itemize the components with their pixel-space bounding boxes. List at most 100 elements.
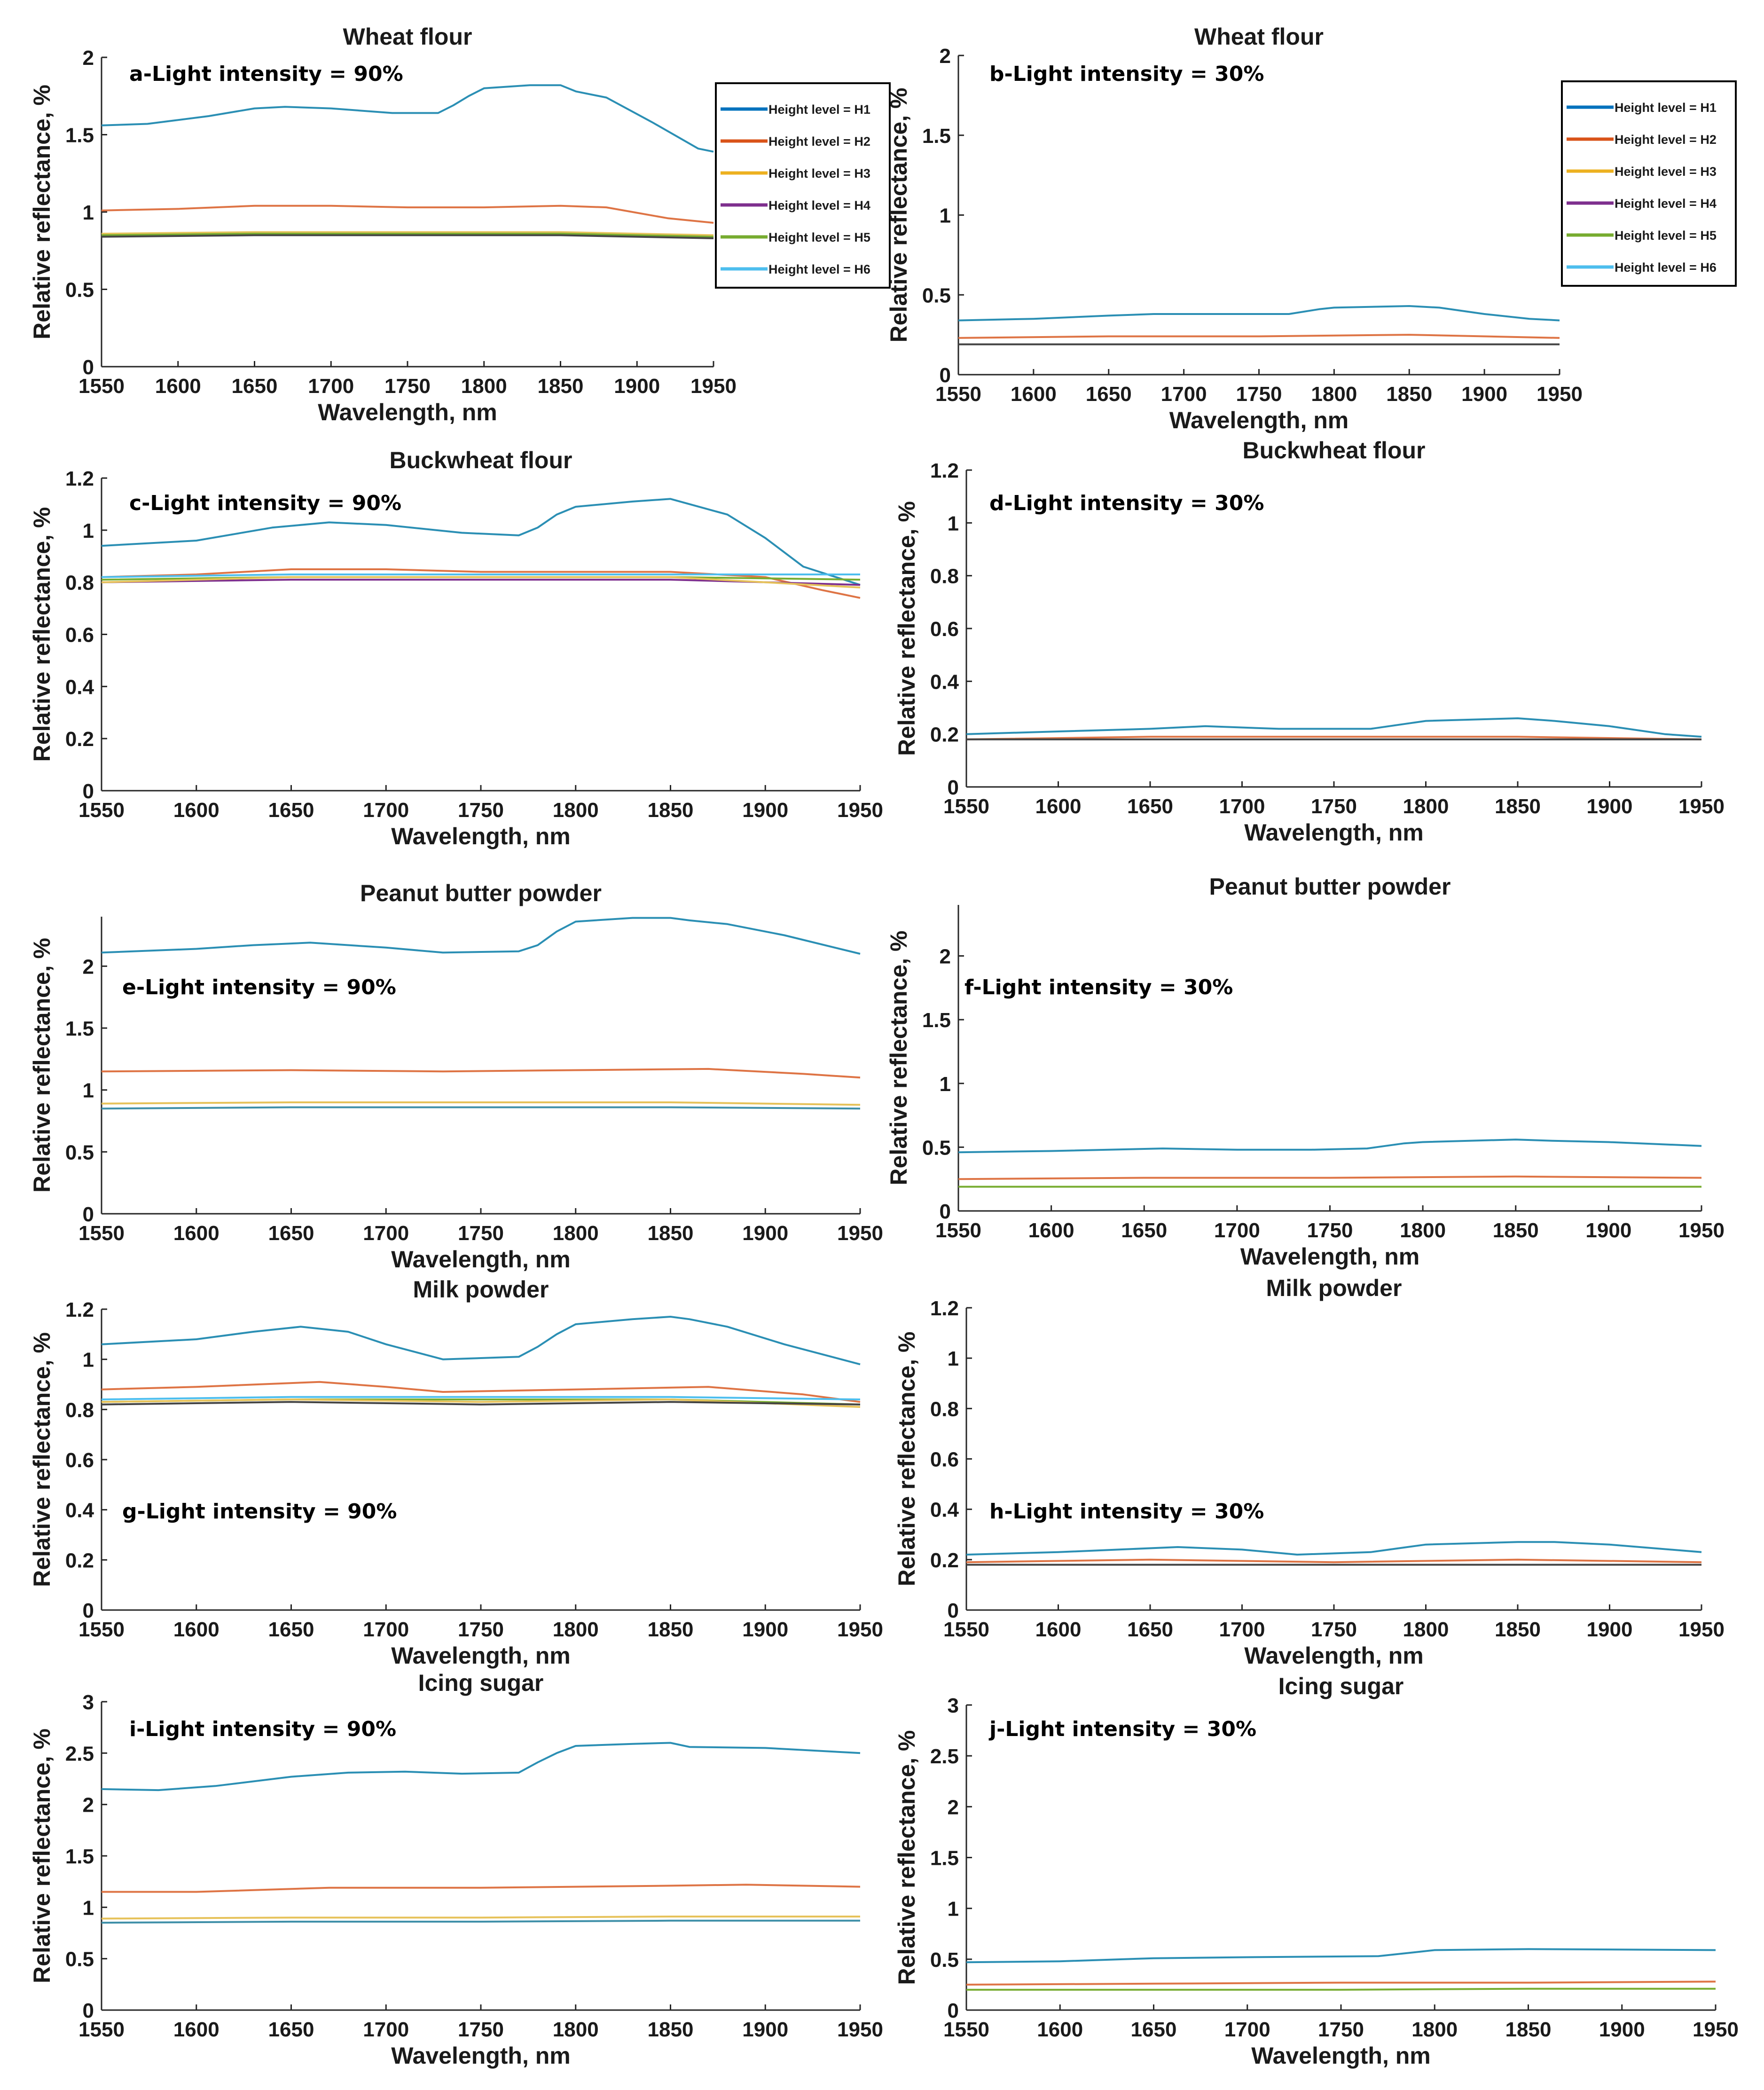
series-line-flat_yellow: [101, 1101, 861, 1106]
y-tick-label: 0.4: [930, 1499, 959, 1522]
x-tick-label: 1700: [1214, 1219, 1260, 1242]
y-tick-label: 0: [83, 780, 94, 803]
y-tick-label: 0.5: [65, 279, 94, 302]
panel-annotation: d-Light intensity = 30%: [989, 491, 1264, 515]
y-tick-label: 0.2: [930, 1549, 959, 1572]
y-tick-label: 1: [948, 1347, 959, 1370]
panel-a: 1550 1600 1650 1700 1750 1800 1850 1900 1950 0 0.5…: [29, 24, 891, 425]
series-line-flat_dark: [101, 234, 714, 239]
x-tick-label: 1600: [1035, 1618, 1082, 1641]
x-tick-label: 1700: [1219, 1618, 1265, 1641]
x-tick-label: 1800: [1400, 1219, 1446, 1242]
y-tick-label: 2: [83, 955, 94, 978]
x-tick-label: 1650: [1121, 1219, 1167, 1242]
panel-annotation: i-Light intensity = 90%: [129, 1717, 396, 1741]
x-tick-label: 1650: [1127, 1618, 1173, 1641]
series-line-top_curve: [958, 1139, 1702, 1154]
y-tick-label: 0: [940, 1200, 951, 1223]
x-tick-label: 1900: [1599, 2018, 1645, 2041]
y-axis-label: Relative reflectance, %: [29, 85, 55, 339]
y-tick-label: 0.6: [930, 618, 959, 641]
x-tick-label: 1600: [1035, 795, 1082, 818]
panel-annotation: f-Light intensity = 30%: [964, 975, 1233, 999]
x-tick-label: 1700: [1219, 795, 1265, 818]
series-line-flat_blue: [101, 1919, 860, 1924]
panel-annotation: e-Light intensity = 90%: [122, 975, 396, 999]
y-tick-label: 2.5: [65, 1742, 94, 1765]
panel-title: Milk powder: [413, 1276, 549, 1303]
x-tick-label: 1650: [1131, 2018, 1177, 2041]
y-axis-label: Relative reflectance, %: [894, 1332, 920, 1587]
y-tick-label: 1: [83, 1349, 94, 1372]
x-tick-label: 1950: [1693, 2018, 1739, 2041]
x-tick-label: 1600: [173, 799, 220, 822]
x-axis-label: Wavelength, nm: [1251, 2043, 1431, 2069]
x-tick-label: 1850: [648, 2018, 694, 2041]
x-tick-label: 1600: [173, 1618, 220, 1641]
panel-f: 1550 1600 1650 1700 1750 1800 1850 1900 1950 0 0.5…: [886, 873, 1725, 1270]
x-tick-label: 1650: [268, 799, 314, 822]
legend-label: Height level = H1: [768, 102, 870, 117]
x-tick-label: 1800: [553, 1222, 599, 1245]
y-tick-label: 0.5: [930, 1949, 959, 1972]
y-tick-label: 2: [940, 45, 951, 68]
series-line-second_curve: [102, 1884, 861, 1893]
x-tick-label: 1900: [742, 1222, 788, 1245]
series-line-second_curve: [101, 1068, 861, 1079]
x-tick-label: 1850: [648, 799, 694, 822]
x-tick-label: 1900: [742, 799, 788, 822]
x-tick-label: 1550: [943, 795, 989, 818]
y-tick-label: 1.5: [922, 1009, 951, 1032]
series-line-top_curve: [101, 917, 861, 955]
x-tick-label: 1600: [1037, 2018, 1083, 2041]
y-tick-label: 1: [940, 204, 951, 228]
x-tick-label: 1950: [837, 2018, 883, 2041]
x-tick-label: 1550: [943, 2018, 989, 2041]
series-line-second_curve: [958, 334, 1560, 339]
panel-annotation: g-Light intensity = 90%: [122, 1500, 397, 1524]
x-tick-label: 1750: [458, 1222, 504, 1245]
x-tick-label: 1700: [363, 2018, 409, 2041]
y-tick-label: 1: [948, 512, 959, 535]
series-line-flat_dark: [101, 1401, 861, 1406]
series-line-top_curve: [101, 84, 714, 153]
x-tick-label: 1700: [308, 375, 354, 398]
y-tick-label: 1.2: [65, 1298, 94, 1321]
x-tick-label: 1600: [155, 375, 201, 398]
x-tick-label: 1950: [1537, 383, 1583, 406]
x-tick-label: 1950: [837, 1618, 883, 1641]
x-tick-label: 1850: [1386, 383, 1432, 406]
y-tick-label: 0.8: [65, 572, 94, 595]
x-axis-label: Wavelength, nm: [1244, 1642, 1424, 1669]
x-tick-label: 1800: [1311, 383, 1357, 406]
panel-title: Peanut butter powder: [1209, 873, 1451, 900]
series-line-flat_yellow: [101, 231, 714, 236]
series-line-flat_blue: [101, 1106, 861, 1110]
legend-label: Height level = H6: [1615, 260, 1717, 275]
y-axis-label: Relative reflectance, %: [894, 501, 920, 756]
x-tick-label: 1750: [1311, 1618, 1357, 1641]
y-axis-label: Relative reflectance, %: [886, 88, 912, 343]
x-tick-label: 1850: [1493, 1219, 1539, 1242]
y-tick-label: 1: [83, 1896, 94, 1919]
y-tick-label: 0: [948, 776, 959, 799]
panel-e: 1550 1600 1650 1700 1750 1800 1850 1900 1950 0 0.5…: [29, 880, 883, 1273]
y-tick-label: 1.5: [65, 1017, 94, 1040]
series-line-second_curve: [101, 204, 714, 224]
x-tick-label: 1600: [173, 1222, 220, 1245]
panel-title: Buckwheat flour: [390, 447, 572, 473]
y-tick-label: 0: [83, 1599, 94, 1622]
y-axis-label: Relative reflectance, %: [29, 507, 55, 762]
panel-annotation: h-Light intensity = 30%: [989, 1500, 1264, 1524]
legend-label: Height level = H4: [1615, 196, 1717, 211]
y-tick-label: 0: [83, 1999, 94, 2022]
series-line-second_curve: [958, 1175, 1702, 1180]
x-tick-label: 1800: [553, 799, 599, 822]
panel-h: 1550 1600 1650 1700 1750 1800 1850 1900 1950 0 0.2…: [894, 1275, 1725, 1669]
y-tick-label: 2: [940, 945, 951, 968]
panel-d: 1550 1600 1650 1700 1750 1800 1850 1900 1950 0 0.2…: [894, 437, 1725, 846]
series-line-top_curve: [101, 1742, 861, 1791]
series-line-flat_yellow: [101, 576, 861, 589]
x-tick-label: 1700: [363, 799, 409, 822]
